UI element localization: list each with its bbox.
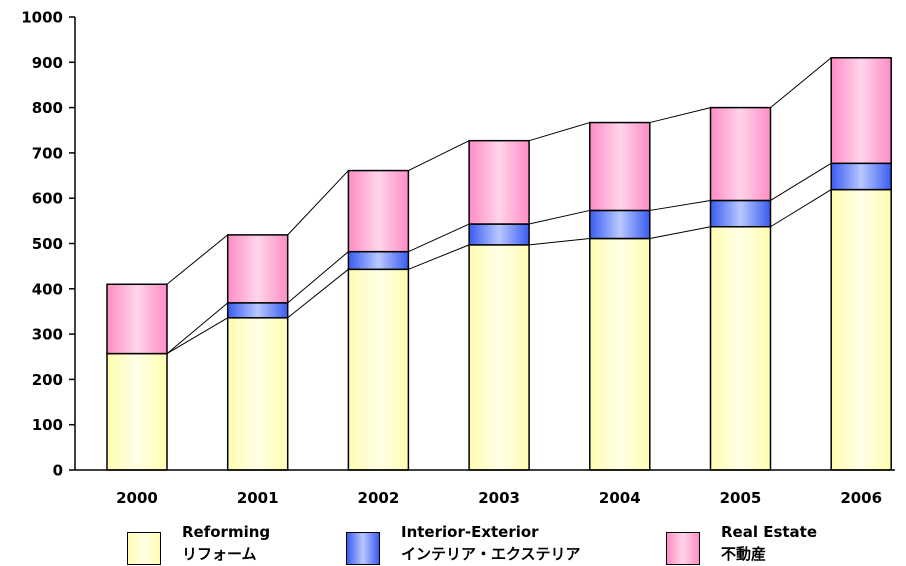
bar-segment-interior-exterior: [589, 209, 651, 240]
series-connector-line: [528, 209, 590, 225]
legend-label-ja: インテリア・エクステリア: [401, 545, 581, 563]
series-connector-line: [408, 140, 470, 172]
legend-label-en: Interior-Exterior: [401, 523, 539, 541]
bar-segment-real-estate: [468, 139, 530, 225]
bar-segment-interior-exterior: [347, 250, 410, 271]
bar-segment-interior-exterior: [226, 302, 289, 319]
bar-segment-reforming: [106, 352, 168, 471]
series-connector-line: [408, 223, 470, 253]
bar-segment-reforming: [589, 237, 651, 471]
x-tick-label: 2005: [720, 489, 762, 507]
series-connector-line: [287, 170, 349, 236]
legend-label-real-estate: Real Estate 不動産: [721, 521, 817, 565]
y-tick-label: 700: [32, 144, 63, 162]
legend-label-en: Real Estate: [721, 523, 818, 541]
bar-segment-real-estate: [347, 169, 410, 253]
y-tick-label: 800: [32, 99, 63, 117]
bar-segment-real-estate: [106, 283, 168, 355]
y-tick-label: 500: [32, 235, 63, 253]
series-connector-line: [166, 317, 228, 355]
bar-segment-reforming: [830, 188, 892, 471]
bar-segment-real-estate: [589, 121, 651, 212]
x-tick-label: 2004: [599, 489, 641, 507]
series-connector-line: [770, 162, 832, 201]
series-connector-line: [770, 57, 832, 108]
series-connector-line: [649, 107, 711, 124]
series-connector-line: [770, 189, 832, 228]
legend-swatch-interior-exterior: [346, 532, 380, 565]
series-connector-line: [649, 226, 711, 240]
x-tick-label: 2001: [237, 489, 279, 507]
series-connector-line: [287, 268, 349, 319]
bar-segment-real-estate: [226, 234, 289, 304]
x-tick-label: 2002: [358, 489, 400, 507]
bar-segment-real-estate: [709, 106, 772, 202]
bar-segment-interior-exterior: [830, 162, 892, 191]
legend-label-en: Reforming: [182, 523, 271, 541]
y-tick-label: 900: [32, 54, 63, 72]
chart-legend: Reforming リフォーム Interior-Exterior インテリア・…: [0, 520, 906, 566]
bar-segment-interior-exterior: [709, 199, 772, 228]
series-connector-line: [287, 251, 349, 304]
y-tick-label: 100: [32, 416, 63, 434]
legend-swatch-real-estate: [666, 532, 700, 565]
bar-segment-reforming: [468, 244, 530, 471]
series-connector-line: [529, 238, 590, 246]
bar-stacks: [106, 57, 892, 471]
series-connector-lines: [166, 57, 832, 355]
y-tick-label: 1000: [21, 9, 63, 27]
x-tick-label: 2003: [478, 489, 520, 507]
y-tick-label: 300: [32, 326, 63, 344]
series-connector-line: [408, 244, 470, 270]
x-axis-labels: 2000 2001 2002 2003 2004 2005 2006: [116, 489, 882, 507]
series-connector-line: [649, 199, 711, 211]
axes: [74, 17, 895, 471]
series-connector-line: [528, 122, 590, 142]
legend-swatch-reforming: [127, 532, 161, 565]
bar-segment-reforming: [709, 225, 772, 471]
legend-label-ja: リフォーム: [182, 545, 257, 563]
y-tick-label: 200: [32, 371, 63, 389]
bar-segment-real-estate: [830, 57, 892, 165]
series-connector-line: [166, 302, 229, 354]
y-axis-ticks: 0 100 200 300 400 500 600 700 800 900 1000: [21, 9, 75, 480]
x-tick-label: 2000: [116, 489, 158, 507]
bar-segment-reforming: [226, 317, 289, 471]
x-tick-label: 2006: [840, 489, 882, 507]
bar-segment-reforming: [347, 268, 410, 471]
bar-segment-interior-exterior: [468, 223, 530, 246]
y-tick-label: 0: [53, 462, 63, 480]
y-tick-label: 600: [32, 190, 63, 208]
legend-label-reforming: Reforming リフォーム: [182, 521, 270, 565]
series-connector-line: [166, 234, 229, 285]
y-tick-label: 400: [32, 280, 63, 298]
legend-label-interior-exterior: Interior-Exterior インテリア・エクステリア: [401, 521, 581, 565]
legend-label-ja: 不動産: [721, 545, 767, 563]
